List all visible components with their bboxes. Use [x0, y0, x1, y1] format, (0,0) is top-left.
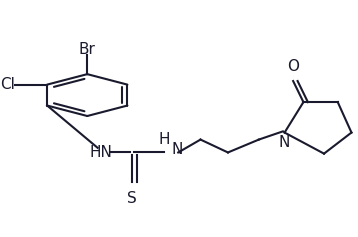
Text: HN: HN: [90, 145, 112, 160]
Text: Cl: Cl: [0, 77, 15, 92]
Text: N: N: [279, 135, 290, 150]
Text: N: N: [171, 142, 183, 157]
Text: Br: Br: [79, 42, 96, 57]
Text: O: O: [287, 59, 299, 74]
Text: S: S: [127, 191, 137, 206]
Text: H: H: [159, 132, 170, 147]
